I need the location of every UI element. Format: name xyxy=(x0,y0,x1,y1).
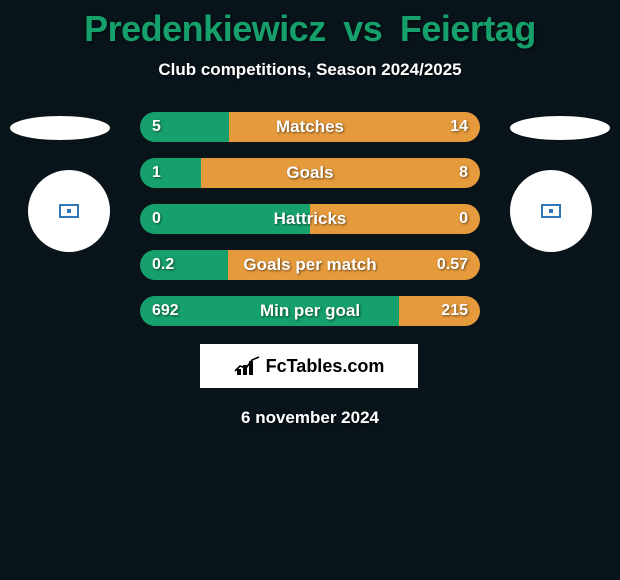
player2-oval xyxy=(510,116,610,140)
stat-value-left: 5 xyxy=(152,112,161,142)
fctables-logo-text: FcTables.com xyxy=(266,356,385,377)
stat-row: Goals per match0.20.57 xyxy=(140,250,480,280)
stat-value-right: 8 xyxy=(459,158,468,188)
stat-row: Matches514 xyxy=(140,112,480,142)
stat-row: Hattricks00 xyxy=(140,204,480,234)
stat-bar-right xyxy=(229,112,480,142)
stat-value-right: 0 xyxy=(459,204,468,234)
player1-badge-icon xyxy=(59,204,79,218)
subtitle: Club competitions, Season 2024/2025 xyxy=(0,60,620,80)
stat-value-left: 0.2 xyxy=(152,250,174,280)
fctables-logo: FcTables.com xyxy=(200,344,418,388)
player2-badge xyxy=(510,170,592,252)
stat-bar-right xyxy=(310,204,480,234)
stat-value-left: 1 xyxy=(152,158,161,188)
vs-text: vs xyxy=(343,8,382,49)
player1-badge xyxy=(28,170,110,252)
fctables-chart-icon xyxy=(234,355,260,377)
stat-bar-right xyxy=(201,158,480,188)
stat-bar-left xyxy=(140,204,310,234)
stat-value-left: 692 xyxy=(152,296,179,326)
player1-oval xyxy=(10,116,110,140)
stat-value-right: 14 xyxy=(450,112,468,142)
comparison-title: Predenkiewicz vs Feiertag xyxy=(0,0,620,50)
stat-value-right: 0.57 xyxy=(437,250,468,280)
stat-value-right: 215 xyxy=(441,296,468,326)
stat-row: Min per goal692215 xyxy=(140,296,480,326)
player2-badge-icon xyxy=(541,204,561,218)
date-text: 6 november 2024 xyxy=(0,408,620,428)
stat-bars: Matches514Goals18Hattricks00Goals per ma… xyxy=(140,112,480,342)
stat-row: Goals18 xyxy=(140,158,480,188)
player1-name: Predenkiewicz xyxy=(84,8,326,49)
player2-name: Feiertag xyxy=(400,8,536,49)
stat-value-left: 0 xyxy=(152,204,161,234)
stat-bar-left xyxy=(140,158,201,188)
